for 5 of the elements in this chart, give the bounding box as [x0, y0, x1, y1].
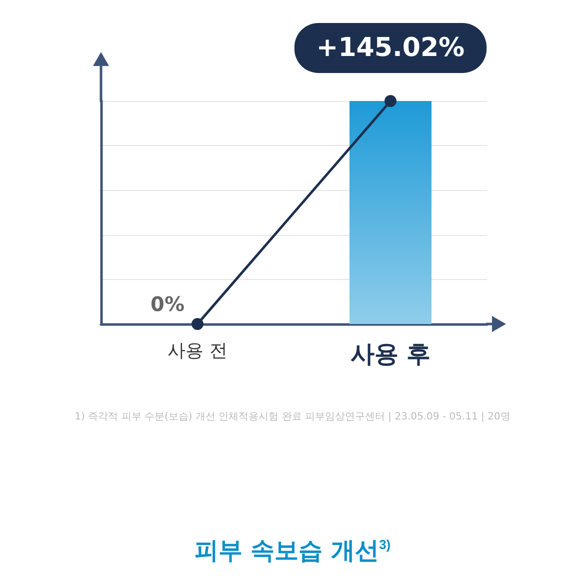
data-label: 0% [150, 292, 184, 316]
data-label: +145.02% [316, 33, 465, 63]
x-tick-label: 사용 후 [350, 340, 431, 368]
x-tick-label: 사용 전 [168, 340, 228, 362]
text: 1) 즉각적 피부 수분(보습) 개선 인체적용시험 완료 피부임상연구센터 | 23.05.09 - 05.11 | 20명 [74, 412, 510, 422]
